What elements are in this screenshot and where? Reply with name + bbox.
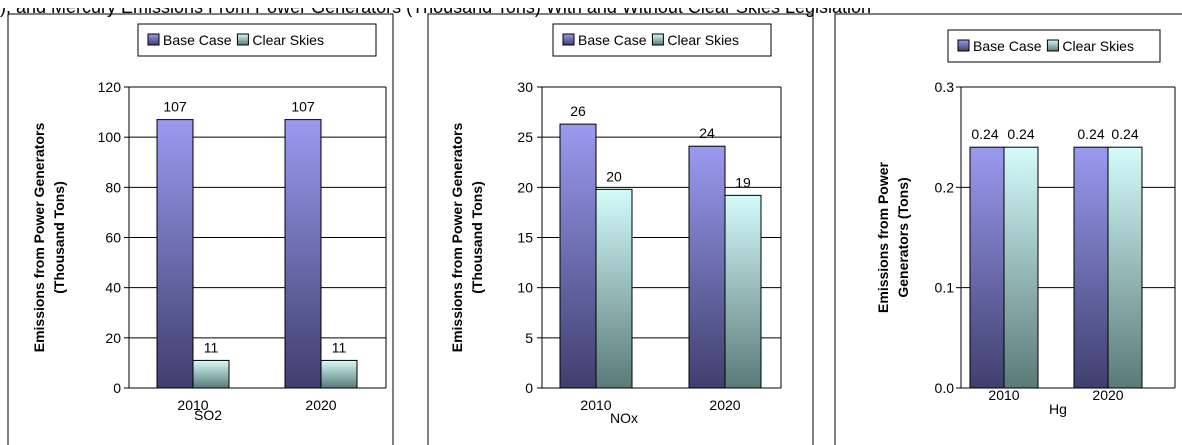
cropped-header-text: ), and Mercury Emissions From Power Gene… [0,0,1182,20]
legend-swatch [1046,39,1059,52]
y-tick-label: 0.0 [935,380,955,396]
y-tick-label: 0.2 [935,179,955,195]
data-label: 107 [163,99,187,115]
x-axis-label: SO2 [194,407,222,423]
data-label: 24 [699,125,715,141]
so2-chart: 0 20 40 60 80 100 120 107 107 11 11 2010 2020 SO2 Emis… [7,13,394,445]
legend-label: Clear Skies [1062,38,1134,54]
y-tick-label: 10 [517,280,533,296]
y-tick-label: 80 [105,179,121,195]
y-axis-title: Emissions from Power Generators [449,123,465,353]
y-tick-label: 0.1 [935,280,955,296]
bar-clear-skies-2010 [1003,146,1039,389]
x-tick-label: 2020 [709,397,740,413]
data-label: 0.24 [971,126,998,142]
y-axis-title: Emissions from Power [875,161,891,312]
data-label: 0.24 [1111,126,1138,142]
chart-frame [834,13,1182,445]
y-axis-title: (Thousand Tons) [469,181,485,294]
data-label: 19 [735,174,751,190]
y-tick-label: 40 [105,280,121,296]
y-tick-label: 5 [525,330,533,346]
y-tick-label: 20 [517,179,533,195]
y-tick-label: 0 [525,380,533,396]
y-tick-label: 100 [98,129,122,145]
x-tick-label: 2010 [580,397,611,413]
data-label: 20 [606,168,622,184]
data-label: 0.24 [1077,126,1104,142]
hg-chart: 0.0 0.1 0.2 0.3 0.24 0.24 0.24 0.24 2010 2020 Hg Em… [834,13,1182,445]
x-tick-label: 2010 [177,397,208,413]
legend [137,23,377,57]
y-tick-label: 60 [105,230,121,246]
legend-label: Clear Skies [252,32,324,48]
data-label: 26 [570,103,586,119]
legend-label: Base Case [163,32,232,48]
chart-frame [427,13,814,445]
bar-clear-skies-2010 [192,359,230,389]
data-label: 11 [332,339,347,355]
x-tick-label: 2020 [1092,387,1123,403]
legend-swatch [651,33,664,46]
legend-swatch [957,39,970,52]
bar-clear-skies-2020 [320,359,358,389]
data-label: 0.24 [1007,126,1034,142]
y-tick-label: 120 [98,79,122,95]
bar-clear-skies-2020 [724,194,762,389]
header-fragment: ), and Mercury Emissions From Power Gene… [0,0,872,17]
y-tick-label: 0.3 [935,79,955,95]
legend-label: Base Case [973,38,1042,54]
bar-base-case-2020 [1073,146,1109,389]
legend-swatch [562,33,575,46]
chart-frame [7,13,394,445]
y-tick-label: 0 [113,380,121,396]
y-tick-label: 25 [517,129,533,145]
bar-clear-skies-2010 [595,188,633,389]
legend-label: Base Case [578,32,647,48]
data-label: 11 [204,339,219,355]
x-tick-label: 2020 [305,397,336,413]
y-axis-title: Emissions from Power Generators [31,123,47,353]
y-axis-title: Generators (Tons) [895,177,911,297]
nox-chart: 0 5 10 15 20 25 30 26 24 20 19 2010 2020 NOx Emissions… [427,13,814,445]
y-tick-label: 15 [517,230,533,246]
bar-base-case-2010 [156,119,194,389]
data-label: 107 [291,99,315,115]
x-axis-label: Hg [1049,401,1067,417]
legend-swatch [147,33,160,46]
y-axis-title: (Thousand Tons) [51,181,67,294]
bar-base-case-2020 [688,145,726,389]
y-tick-label: 20 [105,330,121,346]
legend-label: Clear Skies [667,32,739,48]
bar-base-case-2010 [969,146,1005,389]
y-tick-label: 30 [517,79,533,95]
bar-base-case-2010 [559,123,597,389]
bar-base-case-2020 [284,119,322,389]
legend-swatch [236,33,249,46]
x-tick-label: 2010 [988,387,1019,403]
bar-clear-skies-2020 [1107,146,1143,389]
x-axis-label: NOx [610,410,638,426]
